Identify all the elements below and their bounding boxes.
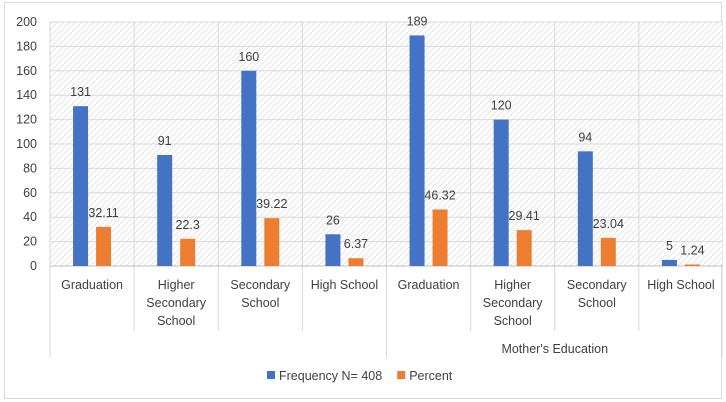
bar-percent bbox=[96, 226, 112, 266]
bars bbox=[73, 35, 700, 267]
axes: 0 20 40 60 80 100 120 140 160 180 200 Graduation Hig… bbox=[16, 15, 723, 358]
category-label: High School bbox=[647, 278, 714, 292]
category-label: Secondary bbox=[567, 278, 628, 292]
y-tick-label: 60 bbox=[23, 186, 37, 200]
y-tick-label: 20 bbox=[23, 235, 37, 249]
y-tick-label: 160 bbox=[16, 64, 37, 78]
bar-frequency bbox=[325, 234, 341, 266]
bar-percent bbox=[180, 238, 196, 266]
bar-percent bbox=[516, 230, 532, 266]
data-label: 1.24 bbox=[680, 243, 704, 257]
category-label: Secondary bbox=[483, 296, 544, 310]
bar-percent bbox=[684, 264, 700, 266]
category-label: Secondary bbox=[146, 296, 207, 310]
bar-frequency bbox=[73, 106, 89, 267]
data-label: 46.32 bbox=[424, 188, 455, 202]
bar-frequency bbox=[661, 259, 677, 266]
bar-frequency bbox=[409, 35, 425, 266]
y-tick-label: 180 bbox=[16, 39, 37, 53]
chart-svg: 0 20 40 60 80 100 120 140 160 180 200 Graduation Hig… bbox=[16, 14, 723, 383]
data-label: 29.41 bbox=[509, 209, 540, 223]
category-label: Higher bbox=[494, 278, 531, 292]
category-label: School bbox=[157, 314, 195, 328]
data-label: 131 bbox=[70, 85, 91, 99]
category-label: Higher bbox=[158, 278, 195, 292]
bar-frequency bbox=[577, 151, 593, 266]
bar-percent bbox=[432, 209, 448, 266]
bar-percent bbox=[348, 258, 364, 266]
bar-frequency bbox=[493, 119, 509, 266]
data-label: 189 bbox=[407, 14, 428, 28]
data-label: 39.22 bbox=[256, 197, 287, 211]
legend-swatch bbox=[267, 371, 275, 379]
data-label: 6.37 bbox=[344, 237, 368, 251]
group-label: Mother's Education bbox=[501, 342, 608, 356]
data-label: 22.3 bbox=[176, 218, 200, 232]
y-tick-label: 120 bbox=[16, 113, 37, 127]
category-label: School bbox=[241, 296, 279, 310]
data-label: 160 bbox=[238, 50, 259, 64]
category-label: High School bbox=[311, 278, 378, 292]
legend: Frequency N= 408 Percent bbox=[267, 369, 453, 383]
legend-swatch bbox=[397, 371, 406, 379]
category-label: School bbox=[578, 296, 616, 310]
y-tick-label: 40 bbox=[23, 210, 37, 224]
y-tick-label: 100 bbox=[16, 137, 37, 151]
data-label: 32.11 bbox=[88, 206, 118, 220]
y-tick-label: 80 bbox=[23, 161, 37, 175]
y-tick-label: 140 bbox=[16, 88, 37, 102]
bar-frequency bbox=[241, 70, 257, 266]
data-label: 94 bbox=[578, 130, 592, 144]
data-labels: 131 91 160 26 189 120 94 5 32.11 22.3 39.22 6.37 46.… bbox=[70, 14, 705, 257]
category-label: Secondary bbox=[230, 278, 291, 292]
category-label: Graduation bbox=[398, 278, 460, 292]
data-label: 26 bbox=[326, 213, 340, 227]
bar-percent bbox=[264, 218, 280, 266]
data-label: 5 bbox=[666, 239, 673, 253]
chart-frame: 0 20 40 60 80 100 120 140 160 180 200 Graduation Hig… bbox=[4, 2, 723, 399]
bar-percent bbox=[600, 237, 616, 266]
data-label: 120 bbox=[491, 99, 512, 113]
category-label: Graduation bbox=[61, 278, 123, 292]
legend-label: Percent bbox=[409, 369, 453, 383]
legend-label: Frequency N= 408 bbox=[279, 369, 382, 383]
bar-frequency bbox=[157, 154, 173, 266]
data-label: 91 bbox=[158, 134, 172, 148]
category-label: School bbox=[494, 314, 532, 328]
y-tick-label: 0 bbox=[30, 259, 37, 273]
y-tick-label: 200 bbox=[16, 15, 37, 29]
data-label: 23.04 bbox=[593, 217, 624, 231]
